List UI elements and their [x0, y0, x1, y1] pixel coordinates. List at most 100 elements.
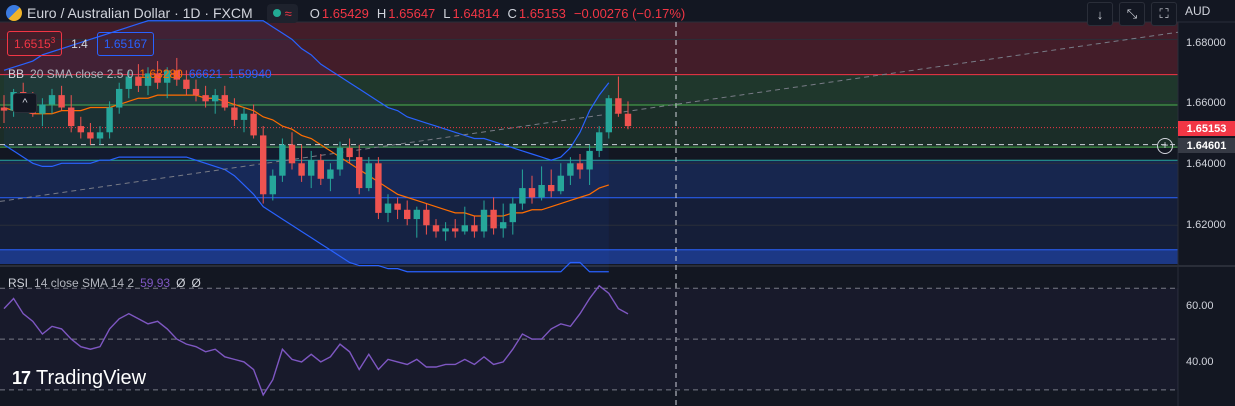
spread-value: 1.4 — [71, 36, 88, 51]
candle-body — [183, 79, 190, 89]
candle-body — [58, 95, 65, 108]
symbol-title[interactable]: Euro / Australian Dollar · 1D · FXCM — [27, 5, 253, 21]
currency-label[interactable]: AUD — [1185, 4, 1211, 18]
bb-basis-line — [3, 94, 609, 217]
rsi-line — [3, 284, 629, 397]
candle-body — [442, 228, 449, 232]
chart-toolbar: ↓ ⤡ ⛶ — [1087, 2, 1177, 26]
bb-lower-line — [3, 144, 609, 273]
candle-body — [327, 169, 334, 179]
rsi-tick-label: 40.00 — [1186, 356, 1214, 368]
candle-body — [624, 113, 632, 127]
candle-body — [221, 95, 228, 108]
candle-body — [356, 157, 363, 189]
market-status[interactable]: ≈ — [266, 3, 298, 23]
ohlc-high-label: H — [376, 5, 387, 21]
candle-body — [260, 135, 267, 195]
tradingview-logo[interactable]: 17 TradingView — [12, 367, 146, 390]
buy-button[interactable]: 1.65167 — [96, 31, 155, 56]
market-status-dot-icon — [272, 9, 281, 17]
candle-body — [96, 132, 104, 139]
candle-body — [135, 76, 142, 86]
candle-body — [317, 160, 324, 179]
candle-body — [615, 98, 622, 114]
crosshair-price-tag: 1.64601 — [1178, 138, 1235, 153]
tradingview-logo-text: TradingView — [36, 367, 147, 389]
rsi-na-2: Ø — [191, 276, 201, 290]
bb-legend[interactable]: BB 20 SMA close 2.5 0 1.63280 66621 1.59… — [8, 67, 272, 81]
ohlc-low-value: 1.64814 — [452, 5, 500, 21]
ohlc-close-value: 1.65153 — [518, 5, 566, 21]
level-zone — [0, 22, 1178, 75]
candle-body — [394, 203, 401, 210]
candle-body — [576, 163, 584, 170]
candle-body — [596, 132, 603, 151]
candle-body — [173, 70, 180, 80]
candle-body — [365, 163, 372, 189]
rsi-na-1: Ø — [176, 276, 186, 290]
bb-upper-value: 66621 — [188, 67, 223, 81]
bb-basis-value: 1.63280 — [139, 67, 183, 81]
bb-band-fill — [4, 20, 609, 272]
candle-body — [231, 107, 238, 120]
price-tick-label: 1.64000 — [1186, 158, 1226, 170]
candle-body — [77, 126, 84, 133]
add-alert-icon[interactable]: + — [1157, 138, 1173, 154]
currency-flags-icon — [6, 5, 22, 21]
ohlc-open-label: O — [309, 5, 320, 21]
candle-body — [471, 225, 478, 232]
candle-body — [87, 132, 94, 139]
candle-body — [557, 175, 564, 192]
candle-body — [404, 209, 411, 220]
candle-body — [586, 150, 593, 170]
ohlc-close-label: C — [507, 5, 517, 21]
candle-body — [605, 98, 612, 133]
candle-body — [288, 144, 296, 164]
candle-body — [279, 144, 286, 176]
trade-price-box: 1.65153 1.4 1.65167 — [7, 31, 155, 56]
rsi-value: 59.93 — [140, 276, 171, 290]
candle-body — [375, 163, 382, 213]
price-tick-label: 1.68000 — [1186, 37, 1226, 49]
candle-body — [144, 73, 152, 86]
level-zone — [0, 249, 1178, 264]
candle-body — [336, 147, 344, 170]
fullscreen-icon[interactable]: ⛶ — [1151, 2, 1177, 26]
candle-body — [480, 209, 488, 232]
price-tick-label: 1.62000 — [1186, 219, 1226, 231]
candle-body — [308, 160, 315, 176]
collapse-icon[interactable]: ⤡ — [1119, 2, 1145, 26]
rsi-tick-label: 60.00 — [1186, 300, 1214, 312]
sell-price: 1.6515 — [14, 37, 51, 51]
candle-body — [548, 184, 555, 192]
ohlc-high-value: 1.65647 — [388, 5, 436, 21]
candle-body — [538, 184, 545, 198]
candle-body — [106, 107, 113, 133]
rsi-name: RSI — [8, 276, 29, 290]
wave-icon: ≈ — [284, 5, 292, 21]
candle-body — [567, 163, 574, 176]
candle-body — [298, 163, 305, 176]
last-price-tag: 1.65153 — [1178, 121, 1235, 136]
price-tick-label: 1.66000 — [1186, 97, 1226, 109]
candle-body — [212, 95, 219, 102]
rsi-legend[interactable]: RSI 14 close SMA 14 2 59.93 Ø Ø — [8, 276, 201, 290]
ohlc-low-label: L — [443, 5, 451, 21]
candle-body — [68, 107, 75, 127]
candle-body — [0, 107, 8, 111]
scroll-down-icon[interactable]: ↓ — [1087, 2, 1113, 26]
change-value: −0.00276 (−0.17%) — [573, 5, 686, 21]
symbol-header: Euro / Australian Dollar · 1D · FXCM ≈ O… — [0, 0, 1180, 26]
candle-body — [116, 88, 123, 108]
sell-button[interactable]: 1.65153 — [7, 31, 63, 56]
candle-body — [432, 225, 440, 232]
rsi-params: 14 close SMA 14 2 — [34, 276, 135, 290]
candle-body — [413, 209, 420, 220]
candle-body — [500, 222, 507, 229]
candle-body — [250, 113, 257, 136]
collapse-legend-button[interactable]: ^ — [13, 93, 37, 113]
candle-body — [202, 95, 209, 102]
candle-body — [452, 228, 459, 232]
candle-body — [490, 209, 497, 229]
